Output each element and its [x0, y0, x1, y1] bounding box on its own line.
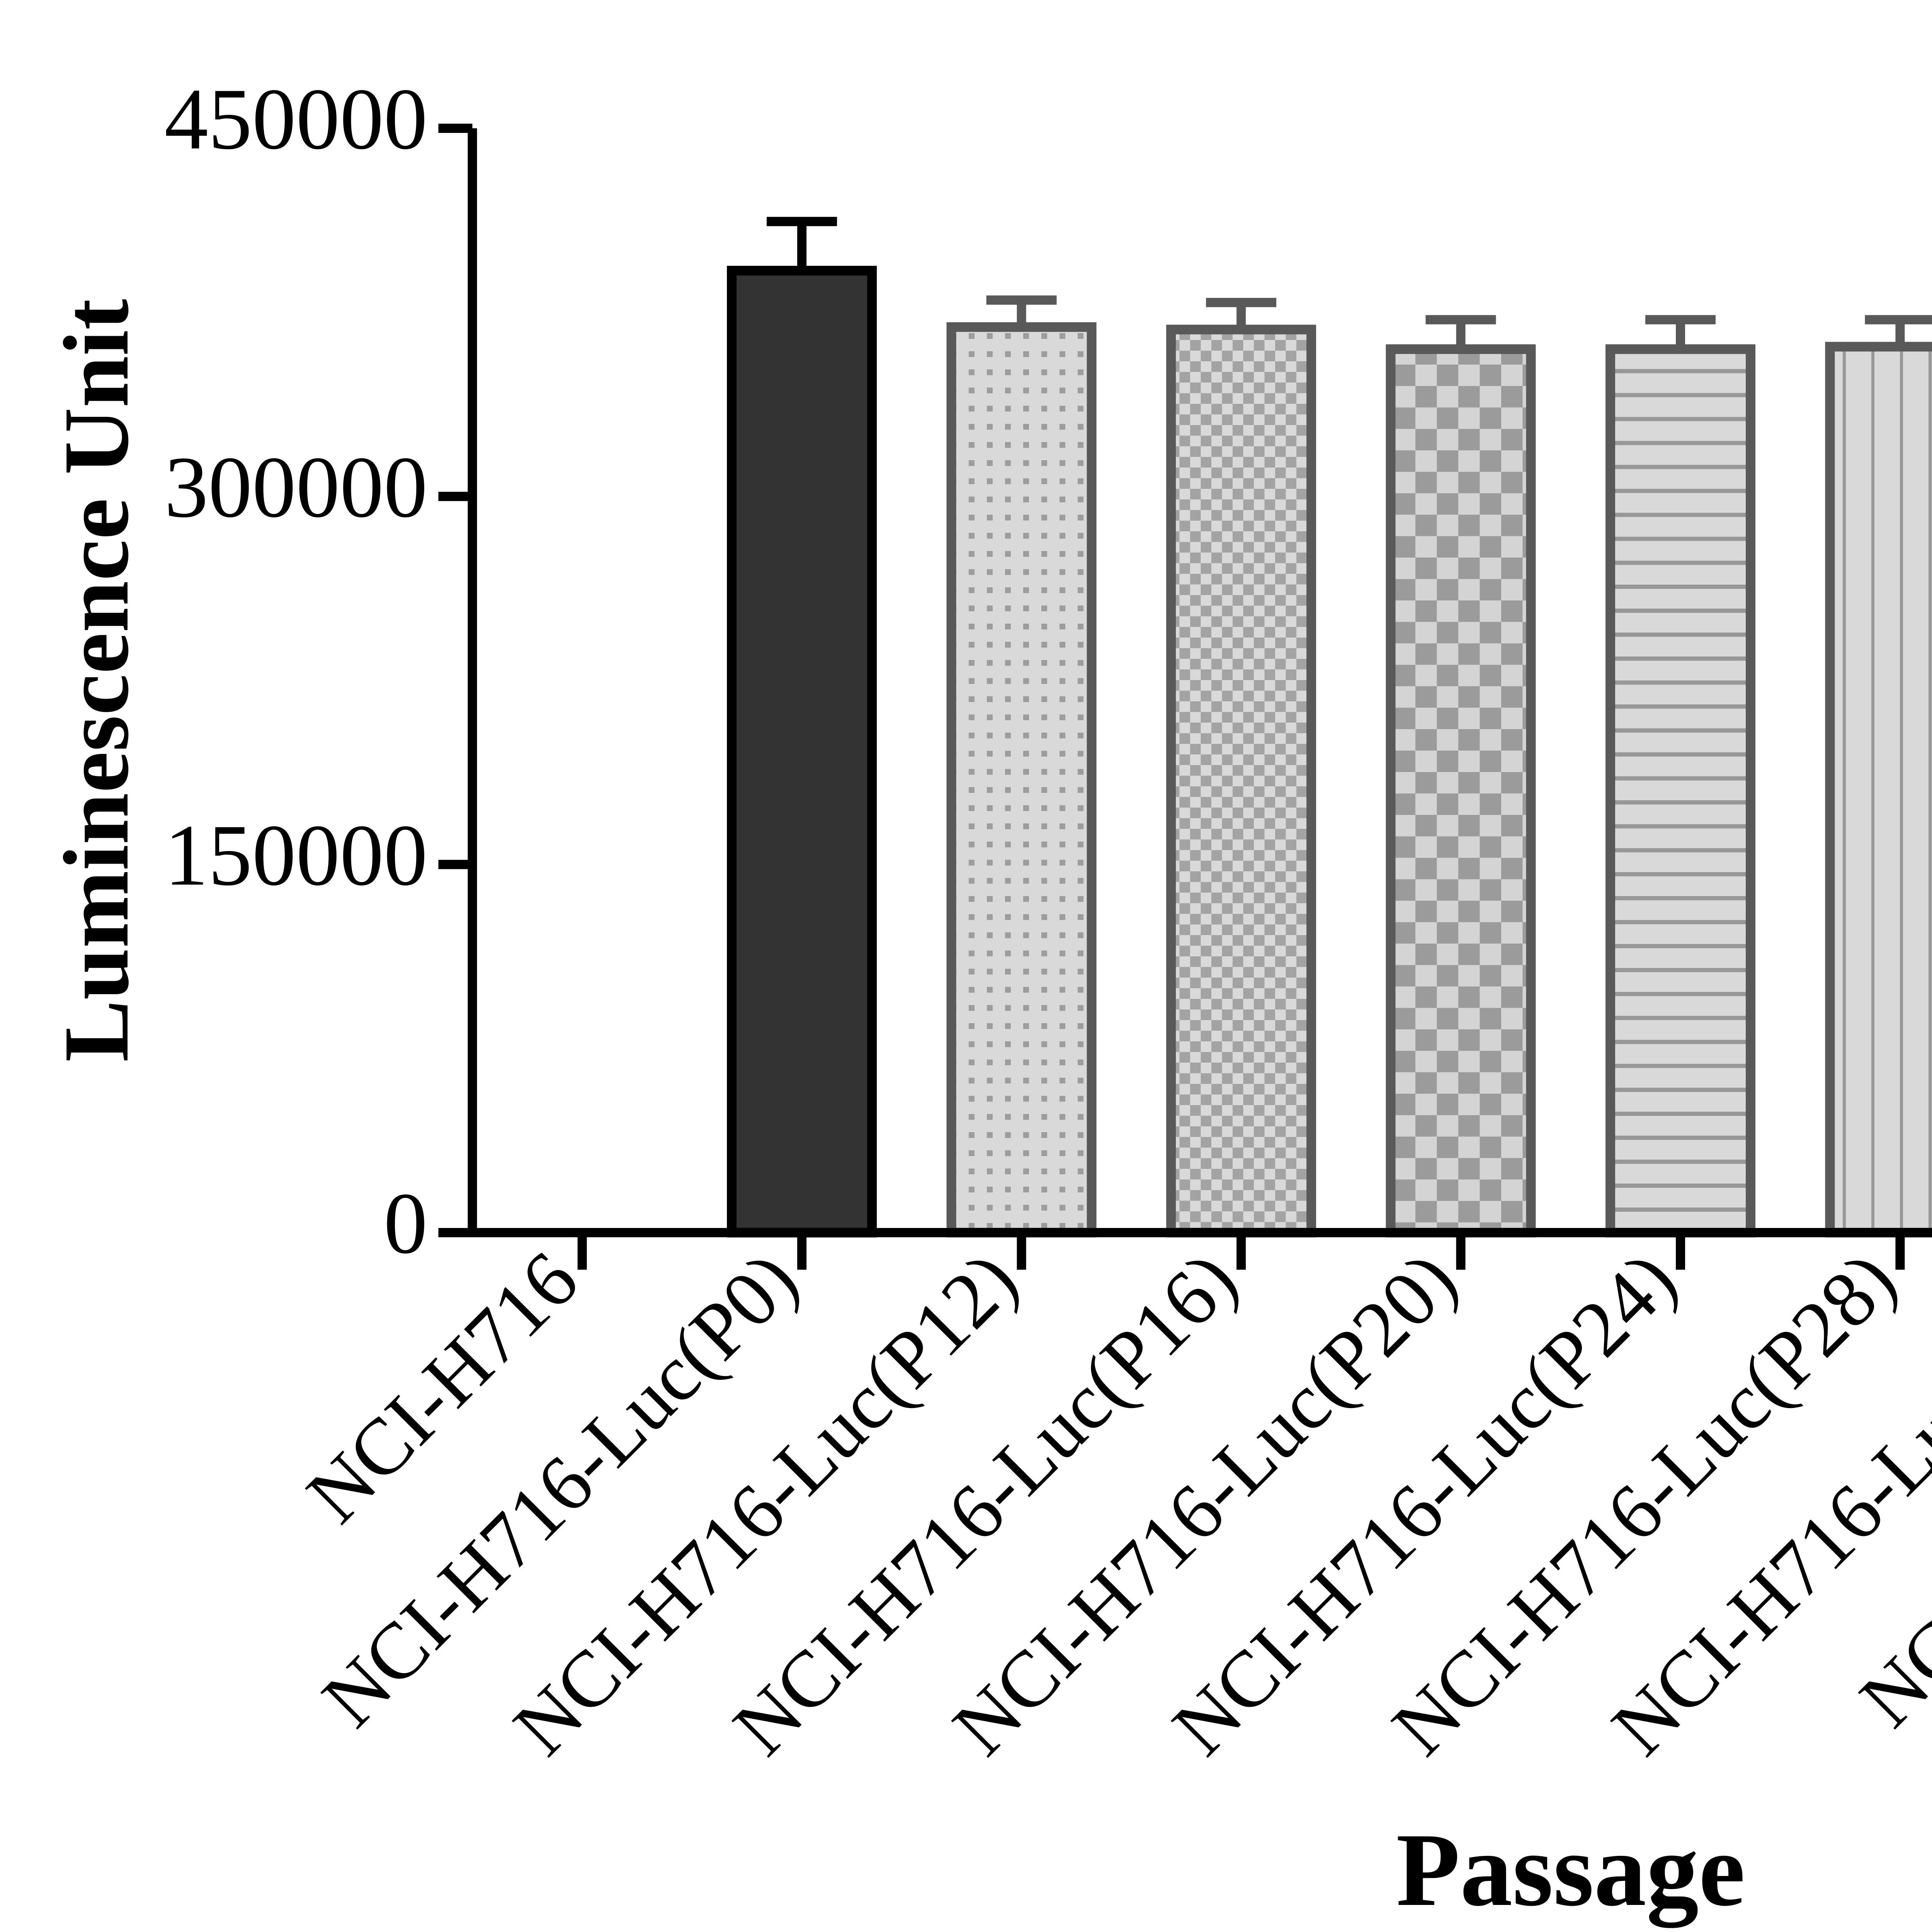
svg-text:Passage: Passage — [1396, 1812, 1745, 1930]
svg-text:Luminescence Unit: Luminescence Unit — [45, 299, 148, 1062]
svg-text:150000: 150000 — [165, 807, 428, 904]
svg-text:450000: 450000 — [165, 71, 428, 168]
svg-text:300000: 300000 — [165, 439, 428, 536]
svg-text:0: 0 — [384, 1175, 428, 1272]
